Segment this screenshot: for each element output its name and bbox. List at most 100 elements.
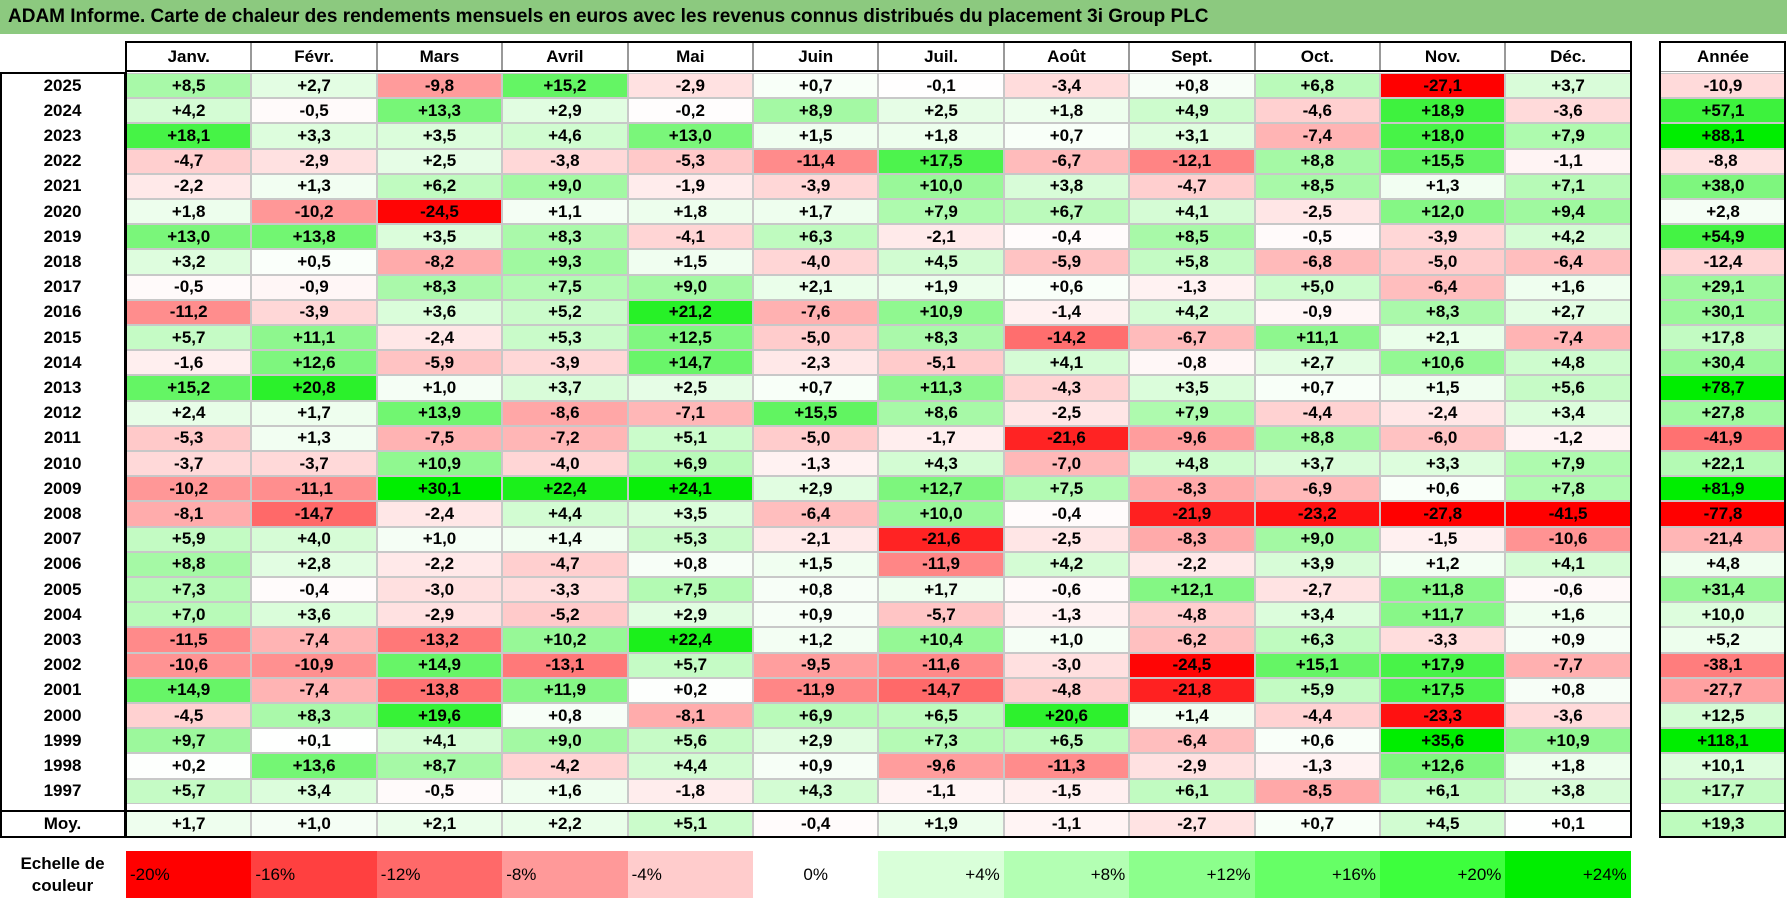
heatmap-cell: +7,9 xyxy=(1505,123,1631,149)
heatmap-cell: -9,6 xyxy=(878,753,1004,779)
heatmap-cell: +1,3 xyxy=(251,173,377,199)
heatmap-cell: -11,4 xyxy=(753,148,879,174)
heatmap-cell: -11,1 xyxy=(251,476,377,502)
heatmap-cell: -0,9 xyxy=(1254,299,1380,325)
heatmap-cell: +7,5 xyxy=(627,577,753,603)
heatmap-cell: +4,9 xyxy=(1129,98,1255,124)
annual-cell: +118,1 xyxy=(1660,728,1786,754)
heatmap-cell: -21,8 xyxy=(1129,677,1255,703)
heatmap-cell: +35,6 xyxy=(1380,728,1506,754)
heatmap-cell: -4,0 xyxy=(753,249,879,275)
heatmap-cell: +1,5 xyxy=(627,249,753,275)
annual-cell: +54,9 xyxy=(1660,224,1786,250)
heatmap-cell: +6,1 xyxy=(1129,778,1255,804)
annual-header: Année xyxy=(1660,42,1786,72)
annual-cell: +10,1 xyxy=(1660,753,1786,779)
heatmap-cell: +0,7 xyxy=(753,375,879,401)
heatmap-cell: +0,2 xyxy=(627,677,753,703)
annual-cell: -8,8 xyxy=(1660,148,1786,174)
heatmap-cell: -3,9 xyxy=(753,173,879,199)
heatmap-cell: -21,6 xyxy=(878,526,1004,552)
heatmap-cell: +14,7 xyxy=(627,350,753,376)
heatmap-cell: -0,9 xyxy=(251,274,377,300)
month-header-10: Oct. xyxy=(1254,42,1380,72)
heatmap-cell: +5,6 xyxy=(627,728,753,754)
color-scale-step: -20% xyxy=(126,851,252,898)
heatmap-cell: +4,1 xyxy=(1003,350,1130,376)
color-scale-step: -4% xyxy=(627,851,753,898)
heatmap-cell: +4,1 xyxy=(376,728,503,754)
heatmap-cell: +13,8 xyxy=(251,224,377,250)
heatmap-cell: -7,6 xyxy=(753,299,879,325)
heatmap-cell: +0,8 xyxy=(753,577,879,603)
heatmap-cell: +2,9 xyxy=(753,728,879,754)
annual-cell: -10,9 xyxy=(1660,73,1786,99)
heatmap-cell: -3,9 xyxy=(1380,224,1506,250)
heatmap-cell: -1,3 xyxy=(753,451,879,477)
heatmap-cell: +15,2 xyxy=(502,73,628,99)
heatmap-cell: +6,8 xyxy=(1254,73,1380,99)
heatmap-cell: -4,4 xyxy=(1254,400,1380,426)
heatmap-cell: -2,4 xyxy=(376,501,503,527)
heatmap-cell: +30,1 xyxy=(376,476,503,502)
heatmap-cell: +2,9 xyxy=(753,476,879,502)
heatmap-cell: +6,3 xyxy=(1254,627,1380,653)
heatmap-cell: +1,7 xyxy=(753,199,879,225)
heatmap-cell: -3,6 xyxy=(1505,98,1631,124)
annual-cell: +4,8 xyxy=(1660,551,1786,577)
heatmap-cell: +9,7 xyxy=(126,728,252,754)
month-header-2: Févr. xyxy=(251,42,377,72)
heatmap-cell: +7,9 xyxy=(1129,400,1255,426)
heatmap-cell: +7,0 xyxy=(126,602,252,628)
color-scale-label-line2: couleur xyxy=(31,876,94,895)
heatmap-cell: -7,2 xyxy=(502,425,628,451)
heatmap-cell: +4,2 xyxy=(126,98,252,124)
year-label: 2016 xyxy=(43,302,82,322)
heatmap-cell: +2,5 xyxy=(878,98,1004,124)
heatmap-cell: -2,7 xyxy=(1254,577,1380,603)
heatmap-cell: -9,6 xyxy=(1129,425,1255,451)
year-label: 2018 xyxy=(43,251,82,271)
month-header-8: Août xyxy=(1003,42,1130,72)
heatmap-cell: -3,9 xyxy=(251,299,377,325)
heatmap-cell: +5,3 xyxy=(502,325,628,351)
heatmap-cell: -2,3 xyxy=(753,350,879,376)
heatmap-cell: -7,4 xyxy=(1505,325,1631,351)
heatmap-cell: -2,2 xyxy=(1129,551,1255,577)
heatmap-cell: +1,5 xyxy=(753,551,879,577)
heatmap-cell: -0,5 xyxy=(251,98,377,124)
heatmap-cell: +3,6 xyxy=(251,602,377,628)
heatmap-cell: +17,5 xyxy=(878,148,1004,174)
annual-cell: +57,1 xyxy=(1660,98,1786,124)
heatmap-cell: +3,8 xyxy=(1003,173,1130,199)
heatmap-cell: -5,3 xyxy=(627,148,753,174)
heatmap-cell: +2,8 xyxy=(251,551,377,577)
year-label: 2001 xyxy=(43,680,82,700)
heatmap-cell: -0,4 xyxy=(251,577,377,603)
heatmap-cell: +5,7 xyxy=(126,325,252,351)
heatmap-cell: -4,1 xyxy=(627,224,753,250)
heatmap-cell: +4,5 xyxy=(878,249,1004,275)
heatmap-cell: -5,0 xyxy=(753,425,879,451)
heatmap-cell: -1,1 xyxy=(1505,148,1631,174)
heatmap-cell: +1,2 xyxy=(753,627,879,653)
average-label: Moy. xyxy=(43,814,82,833)
heatmap-cell: +14,9 xyxy=(126,677,252,703)
heatmap-cell: +2,4 xyxy=(126,400,252,426)
heatmap-cell: -4,2 xyxy=(502,753,628,779)
heatmap-cell: +20,8 xyxy=(251,375,377,401)
color-scale-step: +12% xyxy=(1129,851,1255,898)
heatmap-cell: +17,9 xyxy=(1380,652,1506,678)
heatmap-cell: +4,2 xyxy=(1505,224,1631,250)
heatmap-cell: +24,1 xyxy=(627,476,753,502)
heatmap-cell: +12,5 xyxy=(627,325,753,351)
heatmap-cell: +8,8 xyxy=(1254,148,1380,174)
heatmap-cell: +2,7 xyxy=(1505,299,1631,325)
heatmap-cell: +11,8 xyxy=(1380,577,1506,603)
heatmap-cell: -10,6 xyxy=(126,652,252,678)
heatmap-cell: -2,1 xyxy=(878,224,1004,250)
color-scale-step: +16% xyxy=(1254,851,1380,898)
heatmap-cell: +5,0 xyxy=(1254,274,1380,300)
heatmap-cell: -2,9 xyxy=(251,148,377,174)
average-cell: +5,1 xyxy=(627,811,753,837)
